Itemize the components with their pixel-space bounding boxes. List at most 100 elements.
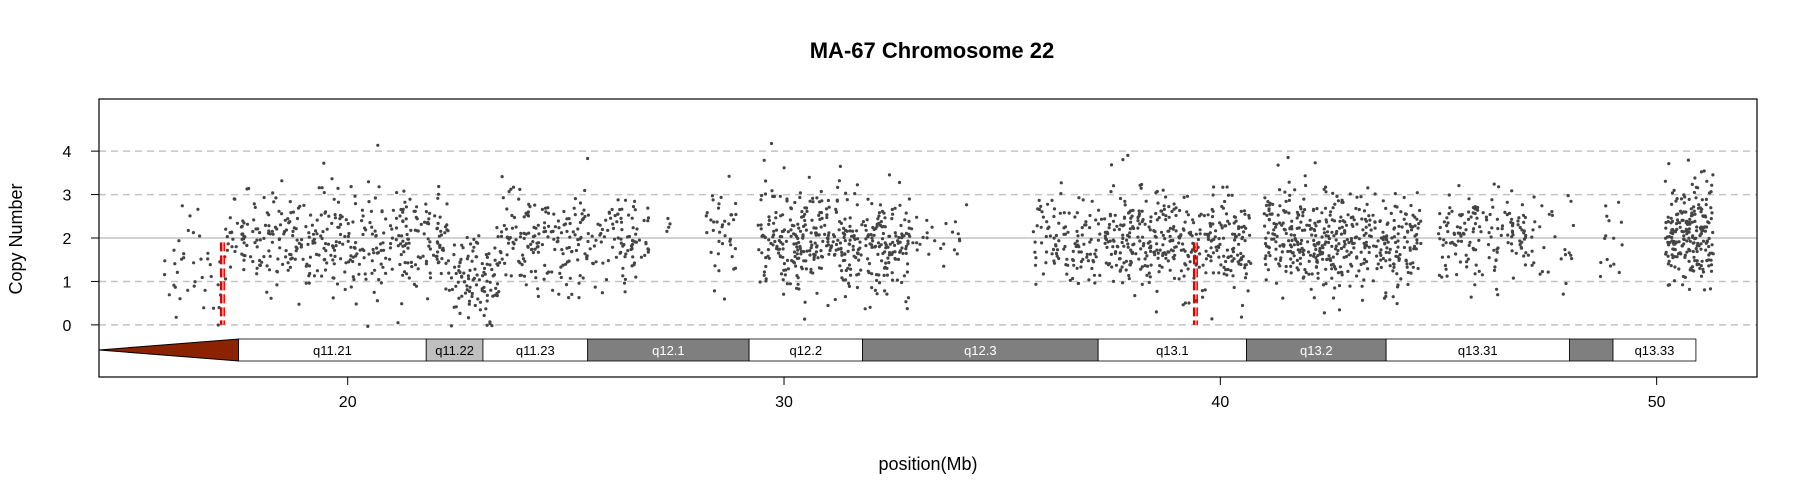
data-point xyxy=(390,236,394,240)
data-point xyxy=(835,199,839,203)
ideogram-band-label: q12.3 xyxy=(964,343,997,358)
data-point xyxy=(1085,252,1089,256)
data-point xyxy=(1220,226,1224,230)
data-point xyxy=(366,324,370,328)
data-point xyxy=(907,226,911,230)
data-point xyxy=(1132,242,1136,246)
data-point xyxy=(1697,203,1701,207)
data-point xyxy=(1142,242,1146,246)
data-point xyxy=(272,200,276,204)
data-point xyxy=(1698,206,1702,210)
data-point xyxy=(586,232,590,236)
data-point xyxy=(906,262,910,266)
data-point xyxy=(1384,206,1388,210)
data-point xyxy=(258,231,262,235)
data-point xyxy=(413,263,418,267)
data-point xyxy=(810,218,814,222)
data-point xyxy=(297,302,301,306)
data-point xyxy=(1608,264,1613,268)
data-point xyxy=(330,221,334,225)
data-point xyxy=(476,241,480,245)
data-point xyxy=(1465,265,1469,269)
data-point xyxy=(1177,241,1181,245)
data-point xyxy=(1058,211,1062,215)
data-point xyxy=(1381,230,1385,234)
data-point xyxy=(868,305,872,309)
data-point xyxy=(496,263,500,267)
data-point xyxy=(314,252,319,256)
data-point xyxy=(828,248,832,253)
data-point xyxy=(1349,250,1353,255)
data-point xyxy=(1232,285,1236,290)
data-point xyxy=(1171,227,1175,231)
data-point xyxy=(461,246,465,250)
data-point xyxy=(1319,250,1323,254)
data-point xyxy=(588,247,592,251)
data-point xyxy=(323,211,327,215)
data-point xyxy=(444,261,448,265)
data-point xyxy=(1663,179,1667,183)
data-point xyxy=(1516,223,1520,227)
data-point xyxy=(568,221,572,226)
data-point xyxy=(1111,219,1116,223)
data-point xyxy=(1395,272,1399,276)
data-point xyxy=(1154,310,1158,314)
data-point xyxy=(533,269,538,273)
data-point xyxy=(1274,240,1278,244)
data-point xyxy=(1172,225,1176,229)
data-point xyxy=(343,234,347,239)
data-point xyxy=(500,175,504,179)
data-point xyxy=(1098,232,1102,236)
data-point xyxy=(1243,239,1247,243)
data-point xyxy=(245,222,250,226)
data-point xyxy=(518,273,522,277)
data-point xyxy=(288,252,292,256)
data-point xyxy=(823,223,827,227)
data-point xyxy=(1667,283,1671,287)
data-point xyxy=(1607,219,1611,223)
data-point xyxy=(252,218,256,222)
data-point xyxy=(1667,243,1671,247)
data-point xyxy=(1342,245,1346,249)
data-point xyxy=(1287,239,1291,243)
data-point xyxy=(842,235,846,240)
data-point xyxy=(1054,233,1058,238)
data-point xyxy=(855,273,859,277)
data-point xyxy=(556,236,560,240)
data-point xyxy=(1041,272,1045,276)
data-point xyxy=(518,235,523,239)
data-point xyxy=(1343,230,1347,234)
data-point xyxy=(1172,207,1176,211)
data-point xyxy=(1359,195,1363,199)
data-point xyxy=(1156,201,1160,205)
data-point xyxy=(551,229,555,233)
data-point xyxy=(1231,250,1235,254)
data-point xyxy=(734,201,738,206)
data-point xyxy=(275,283,279,287)
data-point xyxy=(1404,212,1408,216)
data-point xyxy=(522,215,526,219)
data-point xyxy=(891,240,895,244)
data-point xyxy=(1233,238,1237,242)
data-point xyxy=(848,238,852,242)
data-point xyxy=(1415,191,1419,195)
data-point xyxy=(900,236,904,240)
data-point xyxy=(216,283,220,287)
data-point xyxy=(332,248,337,252)
data-point xyxy=(1392,262,1396,266)
data-point xyxy=(300,238,304,242)
data-point xyxy=(436,250,440,254)
data-point xyxy=(859,253,863,257)
data-point xyxy=(1181,303,1185,307)
data-point xyxy=(1371,213,1375,217)
data-point xyxy=(878,223,883,227)
data-point xyxy=(1352,246,1356,250)
data-point xyxy=(1263,242,1268,246)
data-point xyxy=(875,292,879,296)
data-point xyxy=(1347,241,1351,245)
data-point xyxy=(1155,242,1159,246)
data-point xyxy=(1124,259,1128,263)
data-point xyxy=(1184,263,1188,267)
data-point xyxy=(458,270,462,274)
data-point xyxy=(1688,239,1692,243)
